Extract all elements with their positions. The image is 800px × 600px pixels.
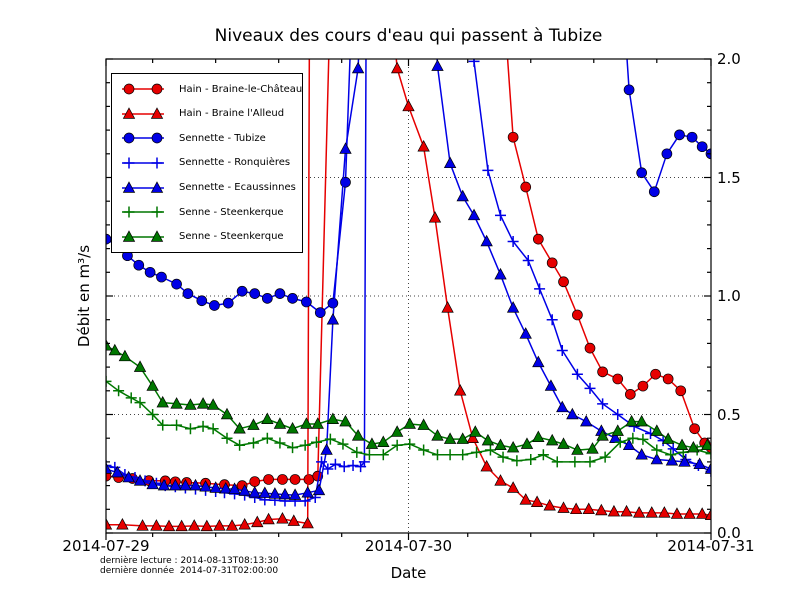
chart-title: Niveaux des cours d'eau qui passent à Tu… (214, 26, 603, 46)
legend-label: Senne - Steenkerque (179, 231, 284, 243)
legend-label: Sennette - Ecaussinnes (179, 182, 296, 194)
series-5-plus (106, 375, 711, 468)
circle-marker-sample (122, 83, 164, 95)
plus-marker-sample (122, 157, 164, 169)
series-6-triangle (106, 339, 711, 455)
series-1-triangle (106, 59, 711, 532)
y-tick-label: 2.0 (717, 50, 741, 68)
legend-item: Sennette - Ronquières (112, 155, 302, 171)
legend-item: Senne - Steenkerque (112, 229, 302, 245)
legend-item: Sennette - Ecaussinnes (112, 180, 302, 196)
legend-item: Sennette - Tubize (112, 130, 302, 146)
y-tick-label: 1.5 (717, 168, 741, 187)
axis-ticks (105, 58, 712, 540)
legend-item: Hain - Braine-le-Château (112, 81, 302, 97)
x-tick-label: 2014-07-29 (62, 537, 150, 555)
plus-marker-sample (122, 206, 164, 218)
series-2-circle (106, 59, 711, 318)
x-tick-label: 2014-07-31 (667, 537, 755, 555)
y-tick-label: 1.0 (717, 287, 741, 305)
circle-marker-sample (122, 133, 164, 144)
triangle-marker-sample (122, 180, 164, 193)
legend-label: Hain - Braine l'Alleud (179, 108, 285, 120)
y-tick-label: 0.5 (717, 405, 741, 424)
legend-label: Hain - Braine-le-Château (179, 83, 303, 95)
legend-item: Hain - Braine l'Alleud (112, 106, 302, 122)
annotation-derniere-lecture: dernière lecture : 2014-08-13T08:13:30 (100, 556, 279, 566)
y-tick-label: 0.0 (717, 524, 741, 542)
x-axis-label: Date (390, 564, 427, 582)
x-tick-label: 2014-07-30 (364, 537, 453, 555)
legend-item: Senne - Steenkerque (112, 204, 302, 220)
legend-label: Senne - Steenkerque (179, 206, 284, 218)
annotation-derniere-donnee: dernière donnée 2014-07-31T02:00:00 (100, 566, 279, 576)
legend: Hain - Braine-le-Château Hain - Braine l'… (111, 73, 303, 253)
legend-label: Sennette - Ronquières (179, 157, 291, 169)
legend-label: Sennette - Tubize (179, 132, 266, 144)
series-4-triangle (106, 59, 711, 500)
triangle-marker-sample (122, 107, 164, 119)
triangle-marker-sample (122, 229, 164, 242)
